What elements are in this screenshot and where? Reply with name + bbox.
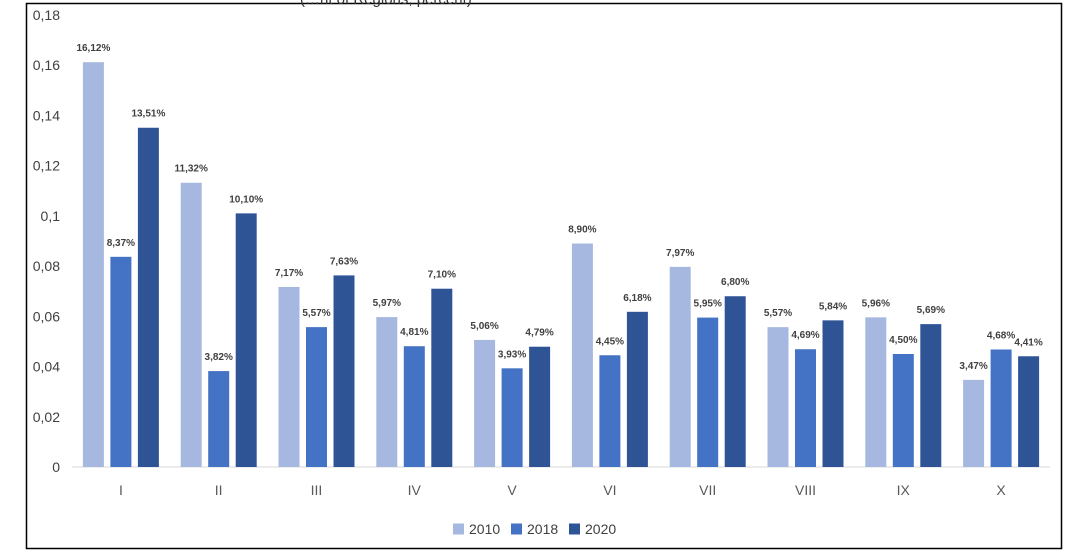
bar-2020-I	[137, 127, 159, 467]
bar-2010-IV	[376, 317, 398, 467]
bar-2020-III	[333, 275, 355, 467]
bar-2018-IV	[403, 346, 425, 467]
bars-group	[82, 62, 1040, 467]
bar-2018-VIII	[795, 349, 816, 467]
y-tick-label: 0,06	[33, 308, 60, 324]
y-tick-label: 0,12	[33, 158, 60, 174]
data-label: 5,69%	[917, 305, 945, 316]
data-label: 5,84%	[819, 301, 847, 312]
bar-2018-II	[208, 371, 230, 467]
data-label: 13,51%	[131, 109, 165, 120]
bar-2018-VI	[599, 355, 621, 467]
x-tick-label: I	[119, 482, 123, 498]
data-label: 4,81%	[400, 327, 428, 338]
data-label: 8,37%	[107, 238, 135, 249]
data-label: 5,06%	[470, 321, 498, 332]
data-label: 4,45%	[596, 336, 624, 347]
bar-2010-II	[180, 182, 202, 467]
data-label: 5,96%	[862, 298, 890, 309]
bar-2020-VI	[626, 311, 648, 467]
legend-label-2020: 2020	[585, 521, 616, 537]
data-label: 7,10%	[428, 270, 456, 281]
data-label: 5,57%	[764, 308, 792, 319]
data-label: 3,82%	[205, 352, 233, 363]
chart-border	[25, 2, 1063, 550]
bar-2010-X	[963, 379, 985, 467]
bar-2020-VIII	[822, 320, 844, 467]
chart-title: (…nt of Regions, percent)	[300, 0, 472, 8]
data-label: 6,18%	[623, 293, 651, 304]
bar-2018-VII	[697, 317, 719, 467]
x-tick-label: VI	[603, 482, 616, 498]
bar-2010-VI	[571, 243, 593, 467]
x-axis: I II III IV V VI VII VIII IX X	[119, 482, 1006, 498]
bar-2018-III	[306, 327, 327, 467]
legend-label-2018: 2018	[527, 521, 558, 537]
y-tick-label: 0,1	[41, 208, 61, 224]
bar-2018-IX	[892, 354, 914, 467]
data-label: 3,93%	[498, 349, 526, 360]
legend-swatch-2018	[511, 523, 522, 535]
data-label: 5,97%	[373, 298, 401, 309]
bar-2020-X	[1018, 356, 1040, 467]
data-label: 3,47%	[959, 361, 987, 372]
x-tick-label: III	[311, 482, 323, 498]
x-tick-label: IX	[897, 482, 911, 498]
x-tick-label: VIII	[795, 482, 816, 498]
x-tick-label: II	[215, 482, 223, 498]
bar-2020-IX	[920, 324, 942, 467]
bar-2018-I	[110, 256, 132, 467]
x-tick-label: VII	[699, 482, 716, 498]
data-label: 10,10%	[229, 194, 263, 205]
bar-2010-V	[474, 339, 496, 467]
bar-2010-IX	[865, 317, 887, 467]
y-tick-label: 0,16	[33, 57, 60, 73]
bar-2010-VII	[669, 266, 691, 467]
bar-2020-V	[529, 346, 551, 467]
y-tick-label: 0,04	[33, 359, 60, 375]
data-label: 7,63%	[330, 256, 358, 267]
data-label: 5,95%	[694, 299, 722, 310]
y-tick-label: 0	[52, 459, 60, 475]
data-label: 7,17%	[275, 268, 303, 279]
data-label: 6,80%	[721, 277, 749, 288]
bar-2010-I	[82, 62, 104, 467]
data-label: 16,12%	[76, 43, 110, 54]
y-axis: 0 0,02 0,04 0,06 0,08 0,1 0,12 0,14 0,16 0,18	[33, 7, 60, 475]
x-tick-label: IV	[408, 482, 422, 498]
data-label: 7,97%	[666, 248, 694, 259]
x-tick-label: V	[507, 482, 517, 498]
legend-label-2010: 2010	[469, 521, 500, 537]
y-tick-label: 0,14	[33, 107, 60, 123]
y-tick-label: 0,18	[33, 7, 60, 23]
data-labels-group: 16,12% 8,37% 13,51% 11,32% 3,82% 10,10% 7,17% 5…	[76, 43, 1042, 372]
bar-2020-VII	[724, 296, 746, 467]
data-label: 5,57%	[302, 308, 330, 319]
data-label: 4,50%	[889, 335, 917, 346]
bar-2020-II	[235, 213, 257, 467]
bar-2010-VIII	[767, 327, 789, 467]
bar-2018-X	[990, 349, 1012, 467]
legend-swatch-2020	[569, 523, 580, 535]
y-tick-label: 0,02	[33, 409, 60, 425]
x-tick-label: X	[996, 482, 1006, 498]
data-label: 8,90%	[568, 225, 596, 236]
data-label: 11,32%	[175, 164, 208, 175]
bar-2018-V	[501, 368, 523, 467]
data-label: 4,68%	[987, 330, 1015, 341]
legend: 2010 2018 2020	[453, 521, 616, 537]
bar-2020-IV	[431, 288, 453, 467]
data-label: 4,79%	[525, 328, 553, 339]
legend-swatch-2010	[453, 523, 464, 535]
bar-2010-III	[278, 286, 300, 467]
data-label: 4,41%	[1014, 337, 1042, 348]
y-tick-label: 0,08	[33, 258, 60, 274]
data-label: 4,69%	[791, 330, 819, 341]
